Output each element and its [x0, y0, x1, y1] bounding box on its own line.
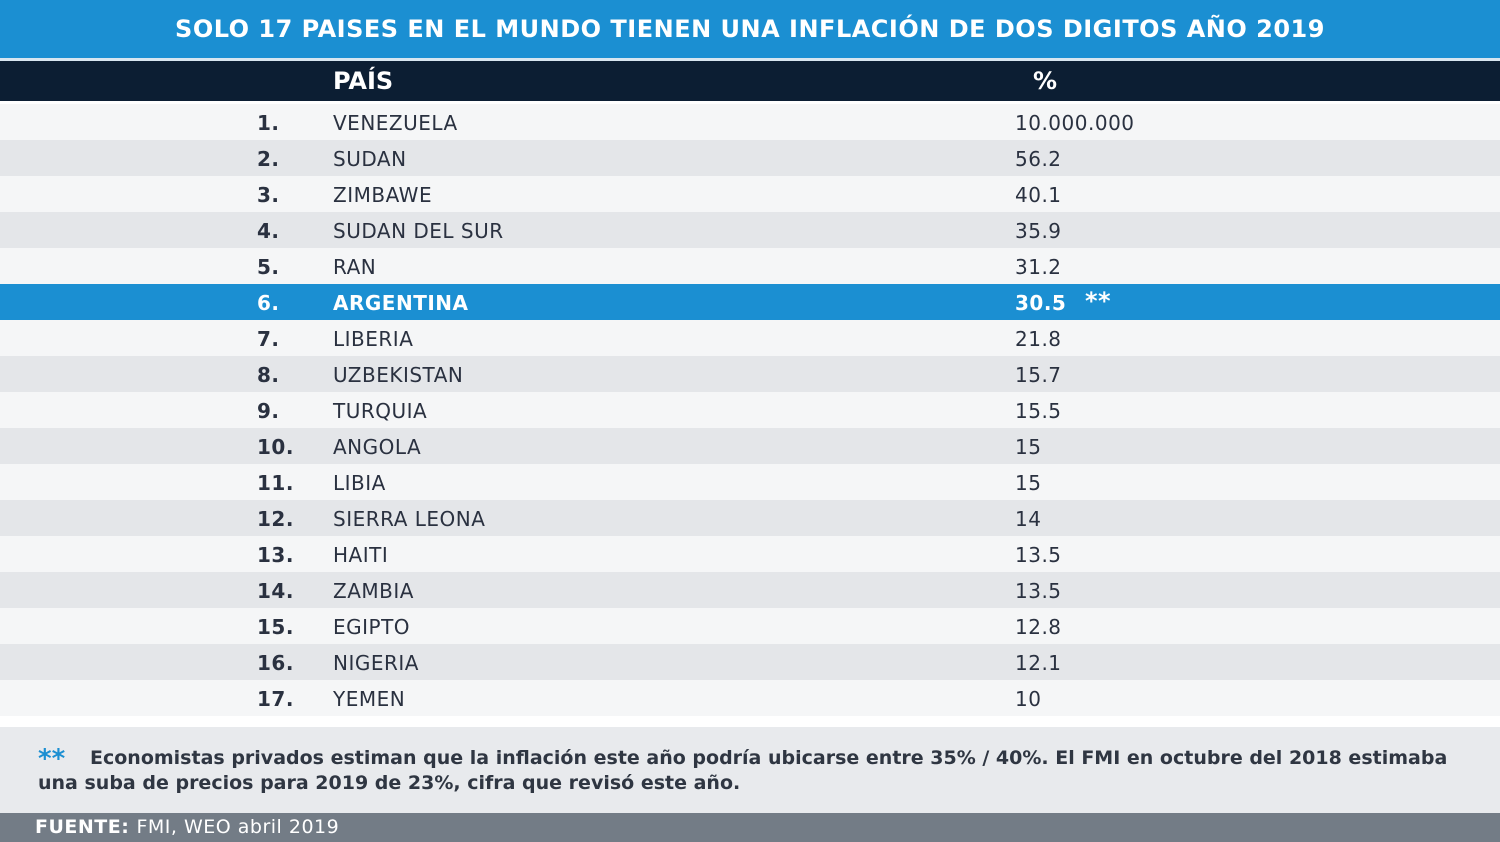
row-country: RAN [333, 255, 377, 279]
row-country: TURQUIA [333, 399, 428, 423]
row-rank: 5. [257, 255, 280, 279]
row-country: NIGERIA [333, 651, 419, 675]
row-value: 12.1 [1015, 651, 1062, 675]
table-row: 3. ZIMBAWE 40.1 [0, 176, 1500, 212]
row-value: 30.5 [1015, 291, 1067, 315]
table-row: 12. SIERRA LEONA 14 [0, 500, 1500, 536]
table-row: 17. YEMEN 10 [0, 680, 1500, 716]
row-value: 31.2 [1015, 255, 1062, 279]
table-row: 7. LIBERIA 21.8 [0, 320, 1500, 356]
row-rank: 16. [257, 651, 294, 675]
table-row: 9. TURQUIA 15.5 [0, 392, 1500, 428]
source-value: FMI, WEO abril 2019 [136, 816, 340, 838]
row-country: ZAMBIA [333, 579, 414, 603]
table-row: 15. EGIPTO 12.8 [0, 608, 1500, 644]
table-header: PAÍS % [0, 61, 1500, 101]
row-rank: 14. [257, 579, 294, 603]
table-row: 1. VENEZUELA 10.000.000 [0, 104, 1500, 140]
row-value: 10.000.000 [1015, 111, 1135, 135]
row-value: 13.5 [1015, 543, 1062, 567]
source-label: FUENTE: [35, 816, 130, 838]
row-country: UZBEKISTAN [333, 363, 464, 387]
row-rank: 13. [257, 543, 294, 567]
row-rank: 4. [257, 219, 280, 243]
row-country: ARGENTINA [333, 291, 469, 315]
table-row: 8. UZBEKISTAN 15.7 [0, 356, 1500, 392]
row-value: 15.5 [1015, 399, 1062, 423]
table-row: 10. ANGOLA 15 [0, 428, 1500, 464]
row-value: 12.8 [1015, 615, 1062, 639]
table-row: 16. NIGERIA 12.1 [0, 644, 1500, 680]
row-value: 10 [1015, 687, 1042, 711]
row-value: 56.2 [1015, 147, 1062, 171]
row-rank: 10. [257, 435, 294, 459]
footnote-box [0, 727, 1500, 813]
page-title: SOLO 17 PAISES EN EL MUNDO TIENEN UNA IN… [0, 0, 1500, 58]
row-country: VENEZUELA [333, 111, 458, 135]
table-row: 5. RAN 31.2 [0, 248, 1500, 284]
row-value: 40.1 [1015, 183, 1062, 207]
table-row: 13. HAITI 13.5 [0, 536, 1500, 572]
row-value: 13.5 [1015, 579, 1062, 603]
row-rank: 17. [257, 687, 294, 711]
row-rank: 1. [257, 111, 280, 135]
table-row: 6. ARGENTINA 30.5 ** [0, 284, 1500, 320]
row-rank: 3. [257, 183, 280, 207]
row-rank: 2. [257, 147, 280, 171]
row-country: ZIMBAWE [333, 183, 433, 207]
row-rank: 11. [257, 471, 294, 495]
row-country: LIBIA [333, 471, 386, 495]
row-value: 15.7 [1015, 363, 1062, 387]
row-country: SUDAN DEL SUR [333, 219, 504, 243]
row-country: ANGOLA [333, 435, 422, 459]
row-value: 21.8 [1015, 327, 1062, 351]
row-footnote-mark: ** [1085, 287, 1112, 315]
row-value: 15 [1015, 471, 1042, 495]
row-country: SIERRA LEONA [333, 507, 486, 531]
row-country: HAITI [333, 543, 389, 567]
row-rank: 7. [257, 327, 280, 351]
row-country: SUDAN [333, 147, 407, 171]
table-row: 4. SUDAN DEL SUR 35.9 [0, 212, 1500, 248]
table-body: 1. VENEZUELA 10.000.000 2. SUDAN 56.2 3. ZIMBAW… [0, 104, 1500, 716]
row-country: YEMEN [333, 687, 406, 711]
table-row: 2. SUDAN 56.2 [0, 140, 1500, 176]
footnote-marker: ** [38, 744, 66, 774]
row-value: 15 [1015, 435, 1042, 459]
column-header-country: PAÍS [333, 67, 394, 95]
title-divider [0, 58, 1500, 61]
column-header-percent: % [1033, 67, 1058, 95]
row-rank: 15. [257, 615, 294, 639]
row-country: LIBERIA [333, 327, 414, 351]
source-line: FUENTE: FMI, WEO abril 2019 [35, 816, 339, 838]
row-value: 14 [1015, 507, 1042, 531]
footnote-text: Economistas privados estiman que la infl… [38, 747, 1448, 794]
table-row: 11. LIBIA 15 [0, 464, 1500, 500]
row-rank: 8. [257, 363, 280, 387]
table-row: 14. ZAMBIA 13.5 [0, 572, 1500, 608]
row-rank: 6. [257, 291, 280, 315]
row-rank: 9. [257, 399, 280, 423]
row-country: EGIPTO [333, 615, 411, 639]
row-rank: 12. [257, 507, 294, 531]
source-bar [0, 813, 1500, 842]
row-value: 35.9 [1015, 219, 1062, 243]
